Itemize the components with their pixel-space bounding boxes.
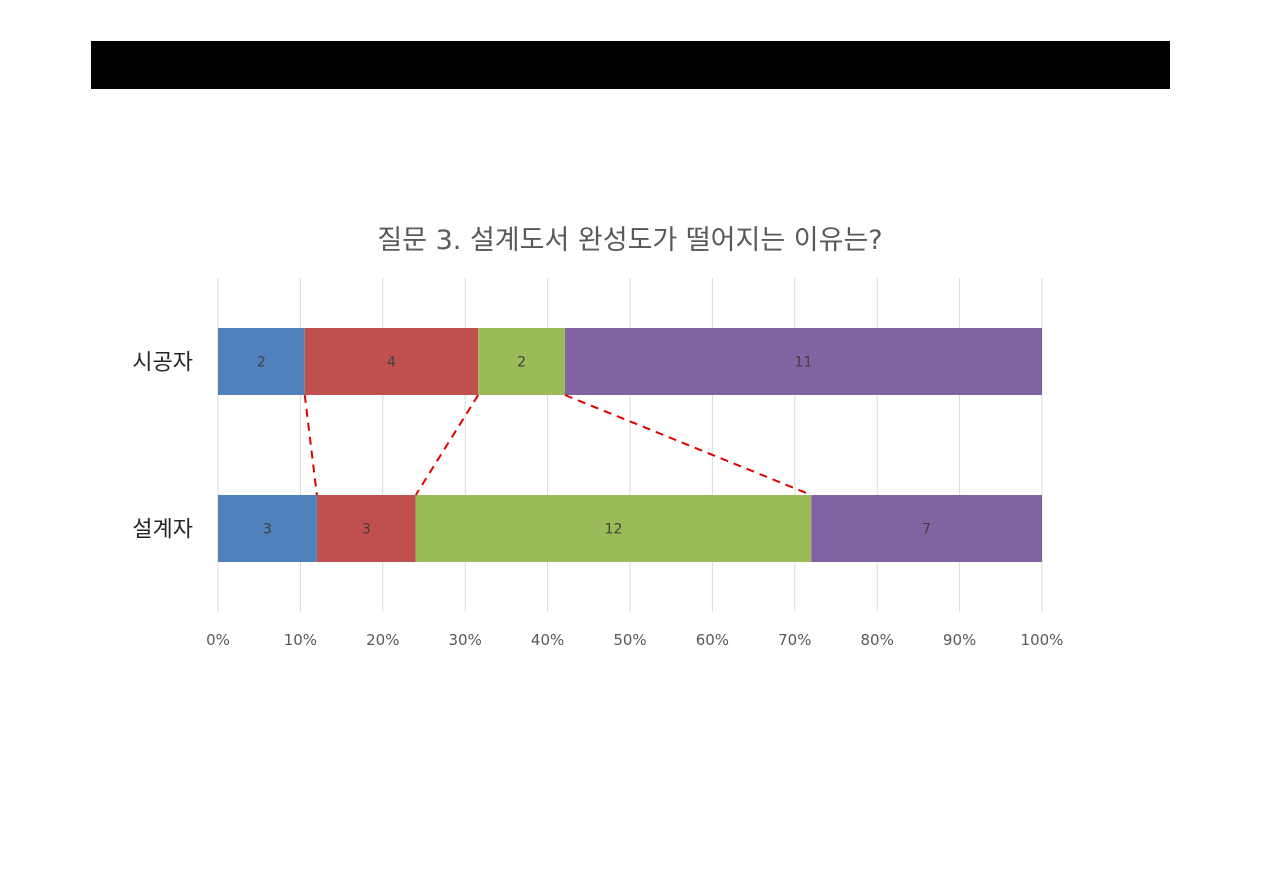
connector-line <box>303 394 318 496</box>
data-label: 7 <box>922 522 931 538</box>
data-label: 4 <box>387 355 396 371</box>
bar-segment <box>478 328 565 395</box>
x-tick-label: 80% <box>861 631 894 649</box>
bar-segment <box>304 328 479 395</box>
bar-segment <box>415 495 812 562</box>
chart-title: 질문 3. 설계도서 완성도가 떨어지는 이유는? <box>377 225 883 256</box>
bar-segment <box>218 495 317 562</box>
bar-segment <box>316 495 416 562</box>
x-tick-label: 70% <box>778 631 811 649</box>
connector-line <box>564 394 812 496</box>
bar-segment <box>811 495 1042 562</box>
bar-segment <box>218 328 305 395</box>
connector-line <box>414 394 480 496</box>
x-tick-label: 90% <box>943 631 976 649</box>
x-tick-label: 60% <box>696 631 729 649</box>
x-tick-label: 20% <box>366 631 399 649</box>
x-tick-label: 30% <box>449 631 482 649</box>
x-tick-label: 50% <box>613 631 646 649</box>
x-tick-label: 100% <box>1021 631 1064 649</box>
data-label: 3 <box>362 522 371 538</box>
x-tick-label: 40% <box>531 631 564 649</box>
category-label: 시공자 <box>132 351 193 376</box>
x-tick-label: 0% <box>206 631 230 649</box>
header-bar <box>91 41 1170 89</box>
bar-segment <box>564 328 1042 395</box>
data-label: 11 <box>795 355 813 371</box>
data-label: 3 <box>263 522 272 538</box>
category-label: 설계자 <box>132 518 193 543</box>
data-label: 2 <box>517 355 526 371</box>
data-label: 2 <box>257 355 266 371</box>
x-tick-label: 10% <box>284 631 317 649</box>
data-label: 12 <box>605 522 623 538</box>
